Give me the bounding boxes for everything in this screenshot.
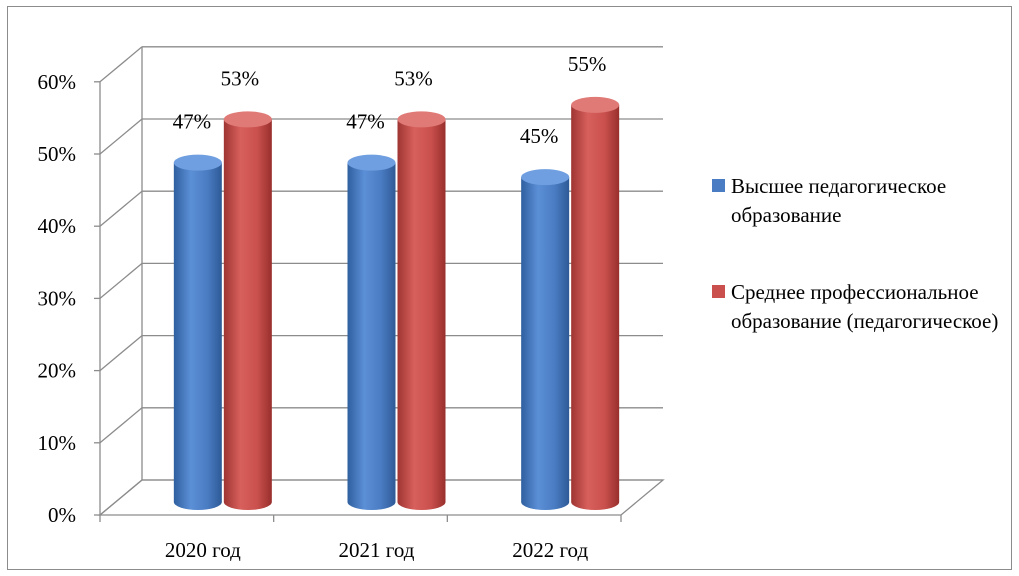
bar-secondary-2 (571, 96, 620, 511)
bar-top (521, 169, 570, 186)
bar-top (223, 111, 272, 128)
bar-secondary-1 (397, 111, 446, 510)
side-gridline (99, 46, 143, 83)
bar-top (173, 154, 222, 171)
bar-secondary-0 (223, 111, 272, 510)
legend-swatch-red (712, 285, 725, 298)
y-tick-label: 60% (38, 70, 77, 94)
bar-body (347, 162, 396, 510)
bar-body (521, 177, 570, 510)
legend: Высшее педагогическое образование Средне… (712, 172, 1012, 384)
data-label: 47% (173, 110, 212, 134)
legend-item-secondary: Среднее профессиональное образование (пе… (712, 278, 1012, 336)
bar-higher-0 (173, 154, 222, 510)
bar-body (223, 119, 272, 510)
data-label: 45% (520, 124, 559, 148)
bar-higher-2 (521, 169, 570, 510)
bar-top (397, 111, 446, 128)
legend-label-higher: Высшее педагогическое образование (731, 174, 947, 227)
y-tick-label: 50% (38, 142, 77, 166)
side-gridline (99, 190, 143, 227)
data-label: 53% (394, 66, 433, 90)
bar-higher-1 (347, 154, 396, 510)
bar-top (571, 96, 620, 113)
side-gridline (99, 407, 143, 444)
data-label: 53% (221, 66, 260, 90)
y-tick-label: 0% (48, 503, 76, 527)
x-category-label: 2020 год (165, 538, 241, 562)
side-gridline (99, 262, 143, 299)
y-tick-label: 20% (38, 359, 77, 383)
legend-swatch-blue (712, 179, 725, 192)
y-tick-label: 10% (38, 431, 77, 455)
side-gridline (99, 118, 143, 155)
y-tick-label: 30% (38, 286, 77, 310)
data-label: 47% (346, 110, 385, 134)
data-label: 55% (568, 52, 607, 76)
bar-body (173, 162, 222, 510)
x-category-label: 2021 год (339, 538, 415, 562)
bar-top (347, 154, 396, 171)
side-gridline (99, 335, 143, 372)
y-tick-label: 40% (38, 214, 77, 238)
legend-label-secondary: Среднее профессиональное образование (пе… (731, 280, 999, 333)
x-category-label: 2022 год (512, 538, 588, 562)
bar-body (571, 104, 620, 511)
legend-item-higher: Высшее педагогическое образование (712, 172, 1012, 230)
bar-body (397, 119, 446, 510)
